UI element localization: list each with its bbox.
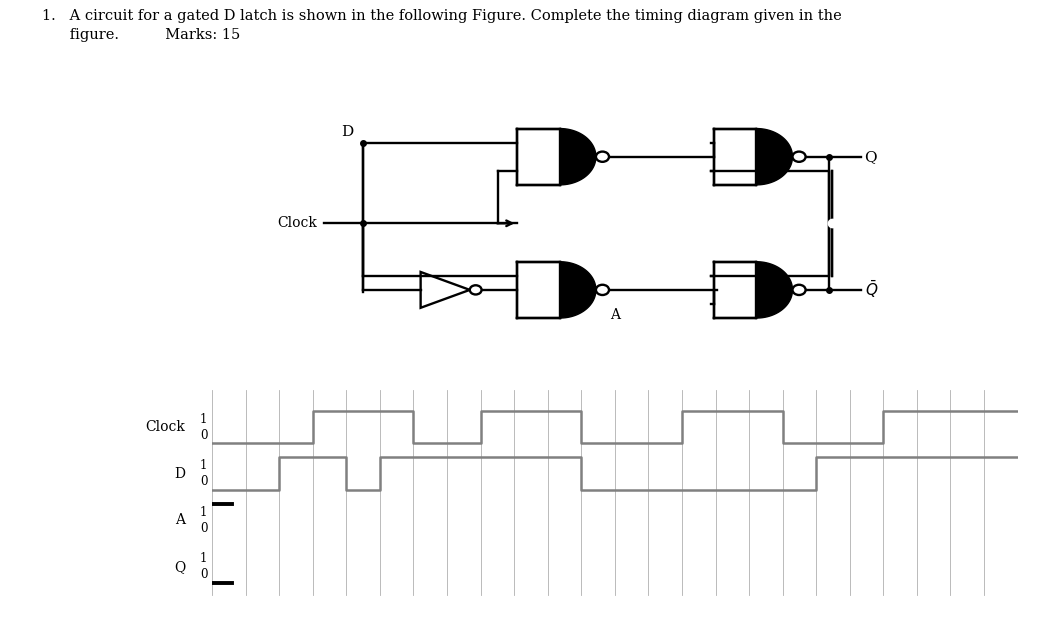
Text: figure.          Marks: 15: figure. Marks: 15 [42,28,241,42]
Circle shape [793,152,806,162]
Circle shape [793,285,806,295]
Text: 1: 1 [200,552,208,565]
Text: Clock: Clock [278,216,317,230]
Text: 0: 0 [200,428,208,442]
Text: D: D [174,467,185,481]
Text: 1: 1 [200,413,208,426]
Polygon shape [560,262,596,318]
Text: $\bar{Q}$: $\bar{Q}$ [865,279,878,301]
Text: Q: Q [174,560,185,574]
Circle shape [470,286,481,294]
Text: D: D [341,125,353,139]
Circle shape [596,285,609,295]
Text: 1: 1 [200,506,208,519]
Text: 0: 0 [200,568,208,581]
Text: 0: 0 [200,521,208,535]
Polygon shape [560,128,596,185]
Text: A: A [175,513,186,527]
Circle shape [596,152,609,162]
Text: Q: Q [865,150,878,164]
Text: Clock: Clock [145,420,185,434]
Polygon shape [757,128,793,185]
Text: A: A [611,308,620,322]
Text: 1.   A circuit for a gated D latch is shown in the following Figure. Complete th: 1. A circuit for a gated D latch is show… [42,9,842,23]
Text: 1: 1 [200,459,208,472]
Polygon shape [757,262,793,318]
Text: 0: 0 [200,475,208,488]
